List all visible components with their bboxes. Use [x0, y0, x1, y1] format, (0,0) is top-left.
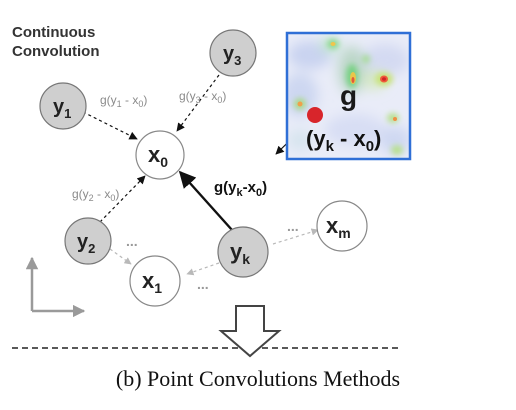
edge-y2-x0 [99, 175, 146, 223]
svg-text:y3: y3 [223, 43, 241, 68]
ellipsis-xm: ... [287, 218, 299, 234]
diagram-title-line1: Continuous [12, 24, 95, 41]
figure-caption: (b) Point Convolutions Methods [115, 366, 401, 391]
node-xm: xm [316, 200, 368, 252]
node-x0: x0 [135, 130, 185, 180]
svg-text:y1: y1 [53, 96, 71, 121]
node-y1: y1 [39, 82, 87, 130]
kernel-sample-point [307, 107, 323, 123]
svg-text:xm: xm [326, 213, 351, 241]
svg-text:yk: yk [230, 239, 250, 267]
edge-yk-xm [272, 228, 319, 245]
diagram-title-line2: Convolution [12, 43, 99, 60]
svg-text:x0: x0 [148, 142, 168, 170]
axes-icon [25, 256, 86, 318]
edge-y2-x1 [109, 248, 132, 265]
svg-text:x1: x1 [142, 268, 162, 296]
edge-label-yk-x0: g(yk-x0) [214, 179, 267, 199]
down-arrow-icon [218, 305, 282, 358]
ellipsis-x1: ... [197, 276, 209, 292]
edge-y1-x0 [82, 111, 138, 140]
svg-text:y2: y2 [77, 231, 95, 256]
edge-label-y3-x0: g(y3 - x0) [179, 89, 226, 105]
node-y3: y3 [209, 29, 257, 77]
node-yk: yk [217, 226, 269, 278]
node-y2: y2 [64, 217, 112, 265]
kernel-label-g: g [340, 80, 357, 111]
node-x1: x1 [129, 255, 181, 307]
edge-yk-x0 [178, 170, 233, 231]
ellipsis-y2: ... [126, 233, 138, 249]
kernel-heatmap: g (yk - x0) [285, 31, 412, 161]
kernel-point-label: (yk - x0) [306, 126, 381, 155]
edge-label-y1-x0: g(y1 - x0) [100, 93, 147, 109]
edge-yk-x1 [186, 262, 220, 276]
edge-label-y2-x0: g(y2 - x0) [72, 187, 119, 203]
